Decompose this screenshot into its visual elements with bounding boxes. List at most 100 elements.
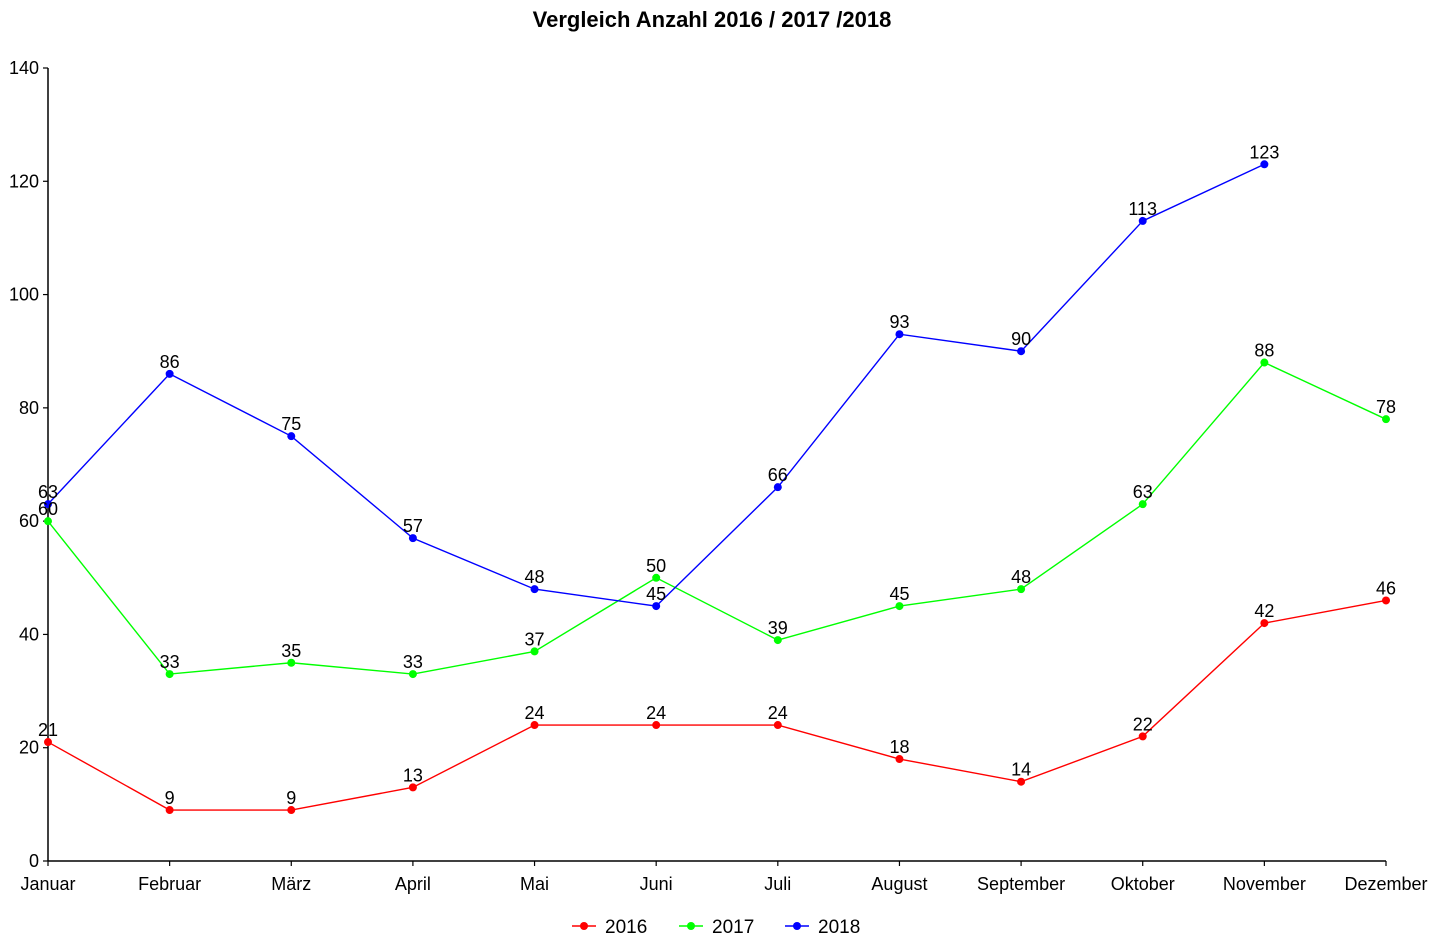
data-point <box>165 806 174 815</box>
data-label: 42 <box>1254 601 1274 621</box>
data-label: 45 <box>646 584 666 604</box>
data-point <box>530 721 539 730</box>
chart-title: Vergleich Anzahl 2016 / 2017 /2018 <box>533 7 892 32</box>
series-line-2018 <box>47 163 1265 607</box>
series-line-2017 <box>47 361 1387 675</box>
data-label: 24 <box>646 703 666 723</box>
data-label: 24 <box>525 703 545 723</box>
data-label: 24 <box>768 703 788 723</box>
data-label: 78 <box>1376 397 1396 417</box>
data-label: 9 <box>165 788 175 808</box>
legend-swatch-marker <box>793 922 801 930</box>
y-tick-label: 80 <box>19 398 39 418</box>
data-point <box>895 602 904 611</box>
data-label: 45 <box>889 584 909 604</box>
data-point <box>165 670 174 679</box>
x-tick-label: Dezember <box>1344 874 1427 894</box>
data-point <box>287 432 296 441</box>
data-label: 39 <box>768 618 788 638</box>
data-point <box>44 738 52 747</box>
legend-label: 2018 <box>818 917 860 938</box>
data-point <box>652 721 661 730</box>
x-tick-label: Januar <box>20 874 75 894</box>
data-label: 46 <box>1376 578 1396 598</box>
y-tick-label: 60 <box>19 511 39 531</box>
data-point <box>408 783 417 792</box>
data-point <box>1382 415 1390 424</box>
data-labels: 21 9 9 13 24 24 24 18 14 22 42 46 60 33 35 33 37 50 39 45 48… <box>38 142 1396 808</box>
axes: 0 20 40 60 80 100 120 140 Januar Februar März April… <box>9 58 1428 894</box>
y-tick-label: 140 <box>9 58 39 78</box>
y-tick-label: 100 <box>9 285 39 305</box>
data-label: 88 <box>1254 341 1274 361</box>
data-label: 35 <box>281 641 301 661</box>
data-label: 63 <box>1133 482 1153 502</box>
data-label: 50 <box>646 556 666 576</box>
x-tick-label: Mai <box>520 874 549 894</box>
data-label: 9 <box>286 788 296 808</box>
data-label: 21 <box>38 720 58 740</box>
data-label: 63 <box>38 482 58 502</box>
legend-label: 2017 <box>712 917 754 938</box>
y-tick-label: 40 <box>19 624 39 644</box>
data-point <box>530 585 539 594</box>
data-label: 22 <box>1133 714 1153 734</box>
data-point <box>1138 732 1147 741</box>
data-label: 48 <box>1011 567 1031 587</box>
y-tick-label: 0 <box>29 851 39 871</box>
data-point <box>773 636 782 645</box>
data-point <box>530 647 539 656</box>
data-point <box>1260 160 1269 169</box>
data-point <box>895 755 904 764</box>
data-label: 66 <box>768 465 788 485</box>
data-point <box>44 500 52 509</box>
data-label: 13 <box>403 765 423 785</box>
data-point <box>652 602 661 611</box>
data-point <box>44 517 52 526</box>
data-label: 33 <box>160 652 180 672</box>
data-point <box>773 483 782 492</box>
x-tick-label: Juli <box>764 874 791 894</box>
data-point <box>287 658 296 667</box>
data-label: 113 <box>1128 199 1157 219</box>
data-point <box>652 573 661 582</box>
data-point <box>1382 596 1390 605</box>
data-point <box>1260 358 1269 367</box>
y-tick-label: 20 <box>19 738 39 758</box>
data-label: 90 <box>1011 329 1031 349</box>
data-label: 48 <box>525 567 545 587</box>
data-label: 75 <box>281 414 301 434</box>
data-point <box>408 670 417 679</box>
data-label: 86 <box>160 352 180 372</box>
legend-swatch-marker <box>580 922 588 930</box>
data-label: 33 <box>403 652 423 672</box>
x-tick-label: August <box>871 874 927 894</box>
data-point <box>408 534 417 543</box>
x-tick-label: März <box>271 874 311 894</box>
data-point <box>895 330 904 339</box>
x-tick-label: Juni <box>640 874 673 894</box>
data-point <box>773 721 782 730</box>
data-label: 18 <box>889 737 909 757</box>
x-tick-label: April <box>395 874 431 894</box>
data-label: 57 <box>403 516 423 536</box>
data-point <box>165 369 174 378</box>
data-point <box>1138 500 1147 509</box>
data-label: 93 <box>889 312 909 332</box>
x-tick-label: September <box>977 874 1065 894</box>
series-layer <box>44 160 1390 815</box>
legend: 2016 2017 2018 <box>572 917 860 938</box>
data-point <box>287 806 296 815</box>
x-tick-label: November <box>1223 874 1306 894</box>
data-point <box>1017 585 1026 594</box>
data-label: 60 <box>38 499 58 519</box>
data-point <box>1138 216 1147 225</box>
data-point <box>1260 619 1269 628</box>
data-point <box>1017 777 1026 786</box>
data-label: 37 <box>525 629 545 649</box>
legend-label: 2016 <box>605 917 647 938</box>
x-tick-label: Februar <box>138 874 201 894</box>
y-tick-label: 120 <box>9 171 39 191</box>
legend-swatch-marker <box>687 922 695 930</box>
